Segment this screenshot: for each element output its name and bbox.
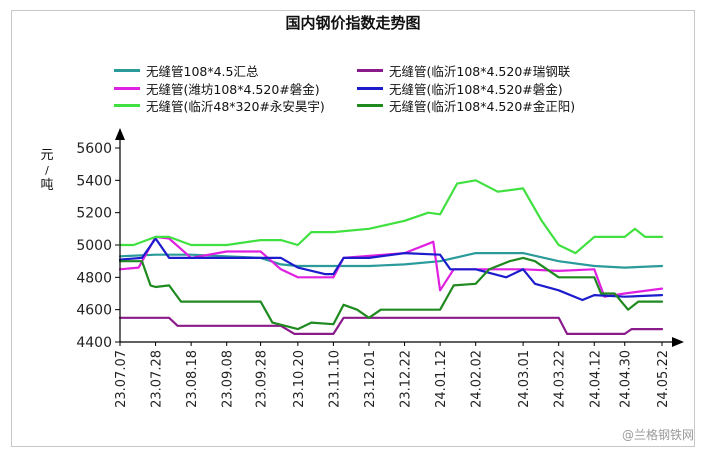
legend-swatch (114, 86, 140, 90)
y-axis-label-char: 元 (40, 148, 54, 163)
y-tick-label: 5600 (76, 141, 112, 157)
series-line (118, 237, 664, 302)
legend-item: 无缝管(临沂108*4.520#瑞钢联 (357, 62, 571, 79)
x-tick-label: 23.12.01 (363, 350, 378, 408)
series-line (118, 252, 664, 269)
legend-label: 无缝管(临沂108*4.520#磐金) (389, 81, 563, 97)
watermark-text: @兰格钢铁网 (621, 428, 694, 442)
y-tick-label: 4600 (76, 303, 112, 319)
legend-item: 无缝管(临沂108*4.520#磐金) (357, 80, 563, 97)
x-axis-arrow (672, 337, 684, 347)
x-tick-label: 23.09.28 (255, 350, 270, 408)
series-line (118, 179, 664, 255)
series-line (118, 256, 664, 331)
y-tick-label: 5000 (76, 238, 112, 254)
y-axis-label-char: / (45, 164, 49, 177)
x-tick-label: 23.12.22 (399, 350, 414, 408)
y-tick-label: 5400 (76, 173, 112, 189)
legend-label: 无缝管108*4.5汇总 (146, 63, 259, 79)
x-tick-label: 23.09.08 (221, 350, 236, 408)
x-tick-label: 23.07.28 (150, 350, 165, 408)
chart-frame (11, 10, 695, 447)
x-tick-label: 24.04.30 (619, 350, 634, 408)
legend-swatch (357, 68, 383, 72)
x-tick-label: 24.03.01 (517, 350, 532, 408)
legend-swatch (357, 103, 383, 107)
legend-label: 无缝管(临沂48*320#永安昊宇) (146, 98, 325, 114)
series-line (118, 316, 664, 335)
legend-item: 无缝管108*4.5汇总 (114, 62, 259, 79)
y-axis-label-char: 吨 (40, 178, 54, 193)
x-tick-label: 24.03.22 (553, 350, 568, 408)
legend-swatch (357, 86, 383, 90)
x-tick-label: 24.05.22 (656, 350, 671, 408)
x-tick-label: 24.04.12 (588, 350, 603, 408)
legend-swatch (114, 68, 140, 72)
x-tick-label: 23.07.07 (114, 350, 129, 408)
x-tick-label: 24.02.02 (470, 350, 485, 408)
y-tick-label: 5200 (76, 206, 112, 222)
x-tick-label: 24.01.12 (434, 350, 449, 408)
y-tick-label: 4800 (76, 270, 112, 286)
x-tick-label: 23.08.18 (185, 350, 200, 408)
y-tick-label: 4400 (76, 335, 112, 351)
legend-label: 无缝管(临沂108*4.520#瑞钢联 (389, 63, 571, 79)
y-axis-label: 元 / 吨 (38, 148, 56, 193)
legend-item: 无缝管(临沂108*4.520#金正阳) (357, 97, 576, 114)
legend-label: 无缝管(临沂108*4.520#金正阳) (389, 98, 576, 114)
chart-title: 国内钢价指数走势图 (285, 14, 421, 32)
legend-label: 无缝管(潍坊108*4.520#磐金) (146, 81, 320, 97)
y-axis-arrow (115, 128, 125, 140)
legend-item: 无缝管(临沂48*320#永安昊宇) (114, 97, 325, 114)
x-tick-label: 23.10.20 (292, 350, 307, 408)
series-line (118, 235, 664, 298)
x-tick-label: 23.11.10 (327, 350, 342, 408)
legend-swatch (114, 103, 140, 107)
legend-item: 无缝管(潍坊108*4.520#磐金) (114, 80, 320, 97)
